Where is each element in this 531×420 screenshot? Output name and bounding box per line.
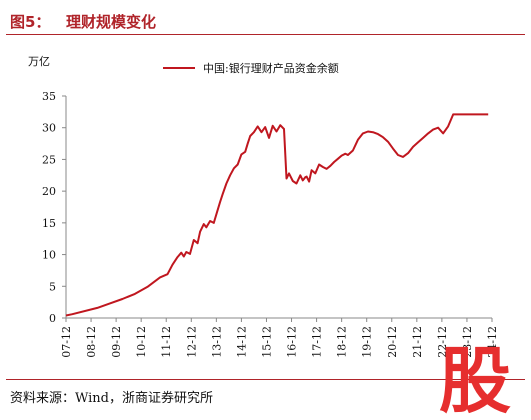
- x-tick-label: 14-12: [235, 326, 248, 358]
- x-tick-label: 13-12: [210, 326, 223, 358]
- x-tick-label: 23-12: [461, 326, 474, 358]
- x-tick-label: 07-12: [60, 326, 73, 358]
- figure-header: 图5： 理财规模变化: [6, 4, 525, 35]
- x-tick-label: 15-12: [260, 326, 273, 358]
- y-tick-label: 10: [42, 249, 56, 262]
- x-tick-label: 20-12: [386, 326, 399, 358]
- y-tick-label: 30: [42, 122, 56, 135]
- x-tick-label: 17-12: [311, 326, 324, 358]
- x-tick-label: 19-12: [361, 326, 374, 358]
- figure-label: 图5：: [10, 13, 51, 31]
- x-tick-label: 11-12: [160, 326, 173, 358]
- chart-area: 万亿 中国:银行理财产品资金余额 0 5 10 15 20 25 30 35 07-12 08-…: [0, 36, 531, 376]
- y-tick-label: 25: [42, 153, 56, 166]
- x-tick-label: 12-12: [185, 326, 198, 358]
- x-tick-label: 16-12: [286, 326, 299, 358]
- x-tick-label: 08-12: [85, 326, 98, 358]
- y-tick-label: 0: [49, 312, 56, 325]
- y-axis-label: 万亿: [28, 55, 50, 68]
- x-tick-label: 09-12: [110, 326, 123, 358]
- x-ticks: 07-12 08-12 09-12 10-12 11-12 12-12 13-12 14-12…: [60, 318, 499, 358]
- x-tick-label: 18-12: [336, 326, 349, 358]
- x-tick-label: 21-12: [411, 326, 424, 358]
- figure-title: 理财规模变化: [66, 13, 157, 31]
- y-tick-label: 35: [42, 90, 56, 103]
- source-note: 资料来源：Wind，浙商证券研究所: [10, 391, 213, 406]
- y-tick-label: 5: [49, 280, 56, 293]
- y-ticks: 0 5 10 15 20 25 30 35: [42, 90, 66, 325]
- y-tick-label: 20: [42, 185, 56, 198]
- series-line: [65, 113, 489, 317]
- legend: 中国:银行理财产品资金余额: [163, 61, 339, 75]
- x-tick-label: 24-12: [486, 326, 499, 358]
- x-tick-label: 10-12: [135, 326, 148, 358]
- watermark-logo: 股: [439, 342, 511, 414]
- y-tick-label: 15: [42, 217, 56, 230]
- line-chart: 万亿 中国:银行理财产品资金余额 0 5 10 15 20 25 30 35 07-12 08-…: [28, 55, 499, 358]
- x-tick-label: 22-12: [436, 326, 449, 358]
- legend-label: 中国:银行理财产品资金余额: [203, 61, 339, 75]
- axes: [65, 96, 492, 319]
- source-footer: 资料来源：Wind，浙商证券研究所: [6, 379, 525, 416]
- watermark-glyph: 股: [439, 342, 511, 414]
